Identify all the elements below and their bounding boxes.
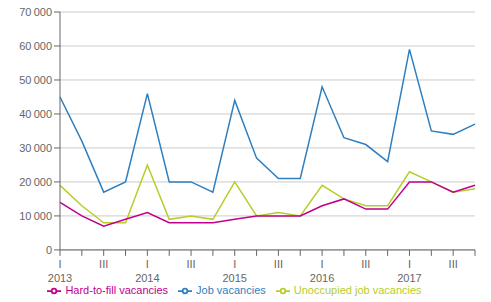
svg-text:50 000: 50 000 xyxy=(19,74,52,86)
svg-text:I: I xyxy=(233,258,236,270)
svg-text:I: I xyxy=(408,258,411,270)
svg-text:III: III xyxy=(99,258,108,270)
svg-text:2015: 2015 xyxy=(222,272,246,284)
svg-text:30 000: 30 000 xyxy=(19,142,52,154)
svg-text:I: I xyxy=(321,258,324,270)
svg-text:10 000: 10 000 xyxy=(19,210,52,222)
svg-text:60 000: 60 000 xyxy=(19,40,52,52)
svg-text:0: 0 xyxy=(46,244,52,256)
svg-text:2016: 2016 xyxy=(310,272,334,284)
svg-text:2017: 2017 xyxy=(397,272,421,284)
svg-text:III: III xyxy=(361,258,370,270)
svg-text:2013: 2013 xyxy=(48,272,72,284)
svg-text:I: I xyxy=(58,258,61,270)
svg-text:III: III xyxy=(274,258,283,270)
svg-text:I: I xyxy=(146,258,149,270)
svg-text:III: III xyxy=(186,258,195,270)
svg-text:40 000: 40 000 xyxy=(19,108,52,120)
html-text:Unoccupied job vacancies: Unoccupied job vacancies xyxy=(293,283,422,296)
svg-text:70 000: 70 000 xyxy=(19,6,52,18)
html-text:Hard-to-fill vacancies: Hard-to-fill vacancies xyxy=(65,283,169,296)
svg-text:III: III xyxy=(449,258,458,270)
html-text:Job vacancies: Job vacancies xyxy=(196,283,266,296)
svg-text:2014: 2014 xyxy=(135,272,159,284)
svg-text:20 000: 20 000 xyxy=(19,176,52,188)
